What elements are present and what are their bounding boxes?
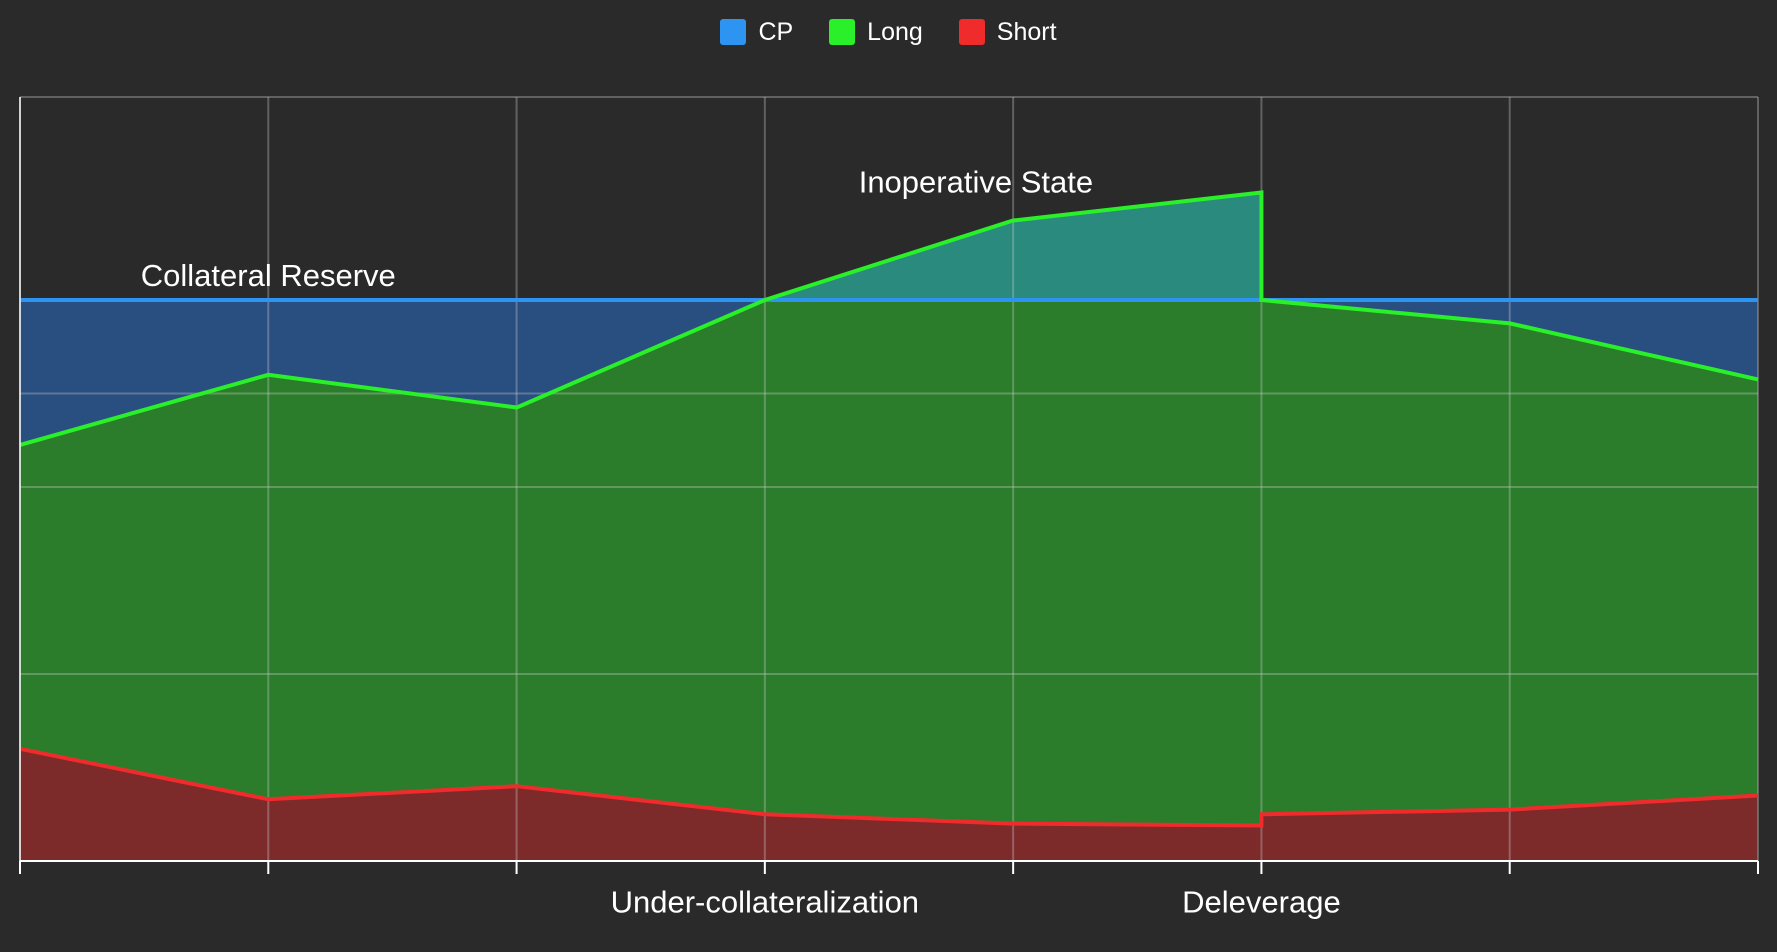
legend-item-cp: CP xyxy=(720,18,793,47)
series-line-long xyxy=(19,190,1759,447)
cp-fill xyxy=(20,300,1758,445)
long-fill xyxy=(20,300,1758,826)
x-axis xyxy=(19,97,1759,874)
annotation-collateral-reserve: Collateral Reserve xyxy=(141,258,396,293)
legend-swatch-short xyxy=(958,19,985,45)
legend-item-short: Short xyxy=(958,17,1057,47)
legend-item-long: Long xyxy=(829,18,923,47)
annotation-inoperative-state: Inoperative State xyxy=(859,164,1093,199)
series-lines xyxy=(19,190,1759,828)
short-fill xyxy=(20,748,1758,861)
legend-label-long: Long xyxy=(867,17,923,46)
legend-label-cp: CP xyxy=(758,17,794,46)
chart-legend: CP Long Short xyxy=(0,12,1777,52)
overlap-fill xyxy=(20,192,1758,300)
legend-swatch-cp xyxy=(720,19,747,45)
series-line-short xyxy=(19,746,1759,828)
annotation-deleverage: Deleverage xyxy=(1182,884,1341,919)
legend-swatch-long xyxy=(829,19,856,45)
annotation-under-collateralization: Under-collateralization xyxy=(611,884,919,919)
legend-label-short: Short xyxy=(996,17,1057,46)
series-fills xyxy=(20,192,1758,861)
annotations: Collateral Reserve Inoperative State Under… xyxy=(141,164,1341,919)
